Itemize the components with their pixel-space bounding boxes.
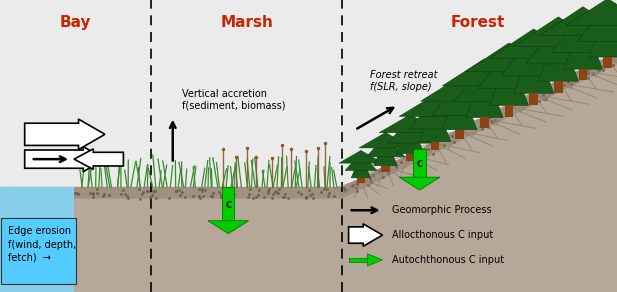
FancyBboxPatch shape	[1, 218, 76, 284]
Text: Forest: Forest	[451, 15, 505, 29]
Polygon shape	[501, 35, 566, 76]
FancyBboxPatch shape	[603, 57, 612, 68]
FancyBboxPatch shape	[222, 187, 234, 221]
Polygon shape	[74, 149, 123, 169]
FancyBboxPatch shape	[349, 258, 367, 262]
Text: Bay: Bay	[59, 15, 91, 29]
FancyBboxPatch shape	[381, 166, 390, 172]
Polygon shape	[399, 95, 471, 117]
Polygon shape	[513, 17, 603, 46]
FancyBboxPatch shape	[406, 154, 415, 161]
Polygon shape	[25, 147, 105, 172]
Polygon shape	[566, 0, 617, 26]
Text: Allocthonous C input: Allocthonous C input	[392, 230, 493, 240]
Text: Autochthonous C input: Autochthonous C input	[392, 255, 504, 265]
Polygon shape	[478, 48, 540, 88]
FancyBboxPatch shape	[480, 117, 489, 128]
FancyBboxPatch shape	[413, 149, 426, 177]
Polygon shape	[339, 150, 383, 163]
FancyBboxPatch shape	[505, 105, 513, 117]
Polygon shape	[345, 153, 377, 171]
Polygon shape	[399, 177, 440, 190]
FancyBboxPatch shape	[0, 187, 74, 292]
Polygon shape	[25, 119, 105, 150]
Text: Edge erosion
f(wind, depth,
fetch)  →: Edge erosion f(wind, depth, fetch) →	[8, 226, 77, 263]
Polygon shape	[397, 121, 424, 154]
FancyBboxPatch shape	[455, 130, 464, 139]
Polygon shape	[419, 103, 451, 142]
Polygon shape	[208, 221, 249, 234]
FancyBboxPatch shape	[554, 81, 563, 93]
Polygon shape	[442, 86, 477, 130]
FancyBboxPatch shape	[529, 93, 538, 105]
Polygon shape	[564, 18, 602, 69]
Polygon shape	[539, 7, 617, 36]
Text: Marsh: Marsh	[220, 15, 273, 29]
FancyBboxPatch shape	[431, 142, 439, 150]
Polygon shape	[489, 29, 579, 59]
Polygon shape	[367, 254, 383, 266]
Polygon shape	[0, 53, 617, 292]
Polygon shape	[351, 155, 371, 178]
Polygon shape	[578, 4, 617, 41]
Text: Vertical accretion
f(sediment, biomass): Vertical accretion f(sediment, biomass)	[182, 88, 286, 111]
Text: C: C	[416, 160, 423, 169]
Polygon shape	[359, 133, 412, 148]
Polygon shape	[349, 224, 383, 246]
Polygon shape	[431, 81, 488, 115]
Polygon shape	[454, 64, 515, 102]
Polygon shape	[513, 40, 554, 93]
Polygon shape	[442, 59, 526, 86]
Text: Geomorphic Process: Geomorphic Process	[392, 205, 491, 215]
Polygon shape	[366, 135, 405, 157]
Polygon shape	[466, 69, 503, 117]
Text: Forest retreat
f(SLR, slope): Forest retreat f(SLR, slope)	[370, 69, 437, 92]
Text: C: C	[225, 201, 231, 210]
Polygon shape	[552, 12, 615, 52]
Polygon shape	[379, 115, 442, 133]
Polygon shape	[526, 22, 591, 64]
Polygon shape	[465, 43, 553, 72]
FancyBboxPatch shape	[357, 178, 365, 183]
Polygon shape	[421, 77, 499, 101]
Polygon shape	[490, 54, 528, 105]
Polygon shape	[388, 118, 433, 143]
Polygon shape	[538, 28, 579, 81]
Polygon shape	[374, 138, 397, 166]
Polygon shape	[409, 99, 461, 129]
FancyBboxPatch shape	[579, 69, 587, 80]
Polygon shape	[0, 53, 617, 199]
Polygon shape	[589, 9, 617, 57]
